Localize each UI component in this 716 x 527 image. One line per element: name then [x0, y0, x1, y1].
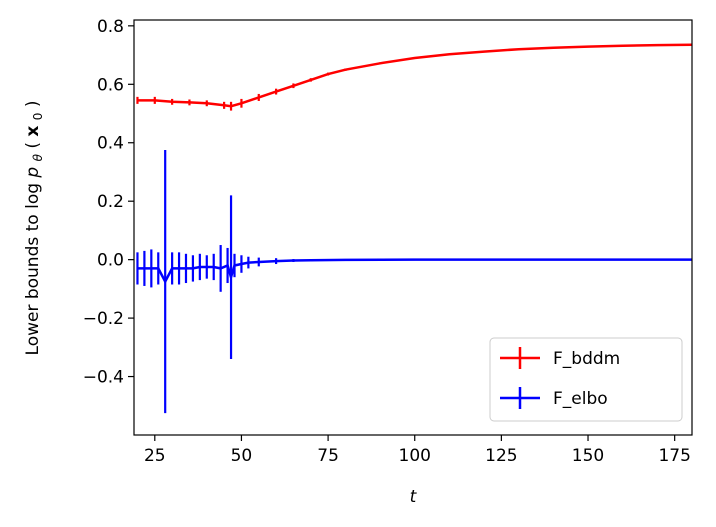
y-tick-label: 0.0 — [97, 251, 124, 271]
x-tick-label: 175 — [658, 446, 690, 466]
legend-label-elbo: F_elbo — [553, 389, 608, 409]
y-tick-label: −0.4 — [83, 368, 124, 388]
series-line — [137, 43, 692, 108]
y-tick-label: 0.8 — [97, 17, 124, 37]
series-line — [137, 258, 692, 285]
series-f-bddm — [136, 43, 692, 111]
legend-item-bddm: F_bddm — [500, 347, 620, 369]
x-tick-label: 50 — [231, 446, 253, 466]
y-axis-label: Lower bounds to log p θ ( x 0 ) — [23, 101, 47, 356]
legend-item-elbo: F_elbo — [500, 387, 608, 409]
series-f-elbo — [136, 150, 692, 414]
y-tick-label: 0.2 — [97, 192, 124, 212]
x-tick-label: 100 — [399, 446, 431, 466]
x-tick-label: 125 — [485, 446, 517, 466]
x-tick-label: 75 — [317, 446, 339, 466]
y-tick-label: 0.6 — [97, 75, 124, 95]
legend-label-bddm: F_bddm — [553, 349, 620, 369]
x-tick-label: 150 — [572, 446, 604, 466]
x-tick-label: 25 — [144, 446, 166, 466]
y-tick-label: 0.4 — [97, 134, 124, 154]
y-tick-label: −0.2 — [83, 309, 124, 329]
x-axis-label: t — [410, 487, 418, 507]
axes-frame — [133, 19, 693, 436]
legend: F_bddm F_elbo — [489, 337, 683, 422]
